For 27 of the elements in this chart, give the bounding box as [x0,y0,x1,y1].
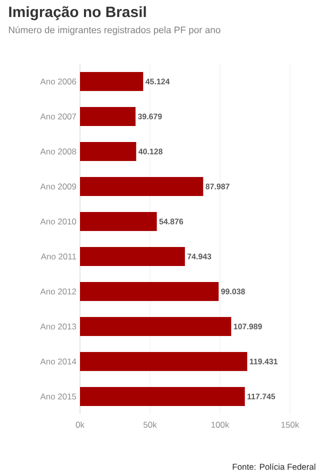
bar [80,176,204,196]
y-tick-label: Ano 2010 [40,218,76,224]
bar [80,72,144,91]
y-tick-label: Ano 2009 [40,184,76,190]
chart-subtitle: Número de imigrantes registrados pela PF por ano [8,26,220,36]
y-tick-label: Ano 2011 [40,254,76,260]
y-tick-label: Ano 2008 [40,148,76,154]
x-tick-label: 50k [144,422,157,428]
y-tick-label: Ano 2006 [40,78,76,84]
bar [80,212,157,231]
bar [80,106,136,126]
bar [80,352,248,372]
bar [80,247,185,266]
y-tick-label: Ano 2013 [40,324,76,330]
bar [80,317,232,336]
chart-title: Imigração no Brasil [9,6,146,20]
bar [80,142,136,161]
y-tick-label: Ano 2015 [40,394,76,400]
y-tick-label: Ano 2014 [40,358,76,364]
x-tick-label: 150k [281,422,300,428]
x-tick-label: 0k [76,422,84,428]
y-tick-label: Ano 2007 [40,114,76,120]
bar [80,282,219,301]
bar [80,387,245,406]
source-note: Fonte: Polícia Federal [232,463,316,470]
x-tick-label: 100k [211,422,230,428]
y-tick-label: Ano 2012 [40,288,76,294]
